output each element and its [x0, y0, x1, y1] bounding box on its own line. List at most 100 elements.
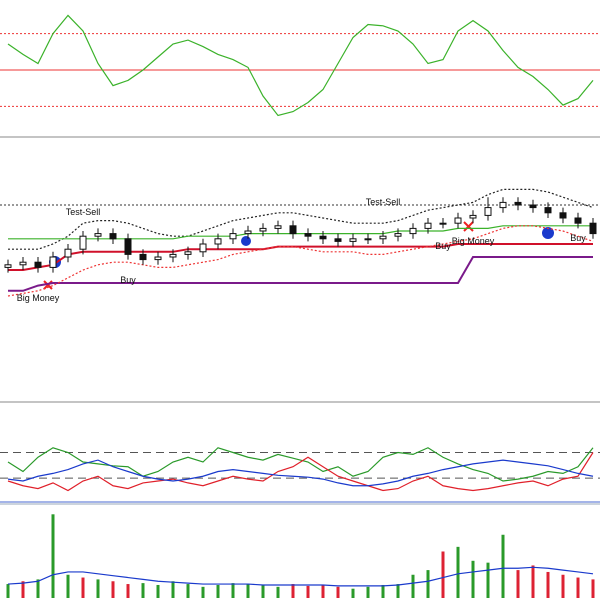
volume-bar: [366, 586, 370, 598]
volume-bar: [501, 534, 505, 598]
volume-bar: [96, 579, 100, 598]
volume-bar: [201, 586, 205, 598]
volume-bar: [321, 584, 325, 598]
candle-body: [229, 233, 237, 240]
candle-body: [19, 261, 27, 266]
series-line: [7, 225, 594, 297]
candle-body: [514, 201, 522, 206]
candle-body: [409, 227, 417, 235]
volume-bar: [351, 588, 355, 598]
candle-body: [184, 251, 192, 255]
volume-bar: [36, 579, 40, 598]
volume-bar: [381, 584, 385, 598]
series-line: [7, 566, 594, 587]
volume-bar: [471, 560, 475, 598]
volume-bar: [441, 551, 445, 598]
candle-body: [394, 233, 402, 237]
volume-bar: [546, 571, 550, 598]
annotation: Buy: [435, 241, 451, 251]
series-line: [8, 225, 593, 240]
volume-bar: [396, 584, 400, 598]
series-line: [8, 256, 593, 292]
volume-bar: [231, 583, 235, 598]
cross-icon: [43, 280, 53, 290]
candle-body: [199, 243, 207, 253]
signal-icon: [241, 236, 251, 246]
annotation: Buy: [570, 233, 586, 243]
volume-bar: [261, 584, 265, 598]
candle-body: [334, 238, 342, 242]
volume-bar: [126, 584, 130, 598]
volume-bar: [81, 577, 85, 598]
candle-body: [4, 264, 12, 268]
candle-body: [274, 225, 282, 229]
volume-bar: [531, 565, 535, 598]
candle-body: [469, 214, 477, 219]
candle-body: [544, 207, 552, 214]
candle-body: [499, 201, 507, 209]
series-line: [8, 243, 593, 271]
candle-body: [454, 217, 462, 224]
candle-body: [364, 238, 372, 241]
candle-body: [529, 204, 537, 209]
cross-icon: [463, 221, 474, 232]
annotation: Test-Sell: [366, 197, 401, 207]
series-line: [7, 459, 594, 487]
candle-body: [139, 253, 147, 261]
candle-body: [124, 238, 132, 255]
volume-bar: [111, 581, 115, 598]
volume-bar: [51, 514, 55, 598]
volume-bar: [576, 577, 580, 598]
candle-body: [169, 253, 177, 258]
candle-body: [589, 222, 597, 235]
volume-bar: [141, 583, 145, 598]
volume-bar: [291, 584, 295, 598]
candle-body: [109, 233, 117, 240]
volume-bar: [516, 570, 520, 598]
signal-icon: [542, 227, 554, 239]
candle-body: [574, 217, 582, 224]
series-line: [7, 447, 594, 482]
candle-body: [64, 248, 72, 258]
candle-body: [154, 256, 162, 261]
volume-bar: [21, 581, 25, 598]
series-line: [7, 452, 594, 492]
candle-body: [349, 238, 357, 242]
candle-body: [94, 233, 102, 237]
volume-bar: [336, 586, 340, 598]
volume-bar: [246, 584, 250, 598]
volume-bar: [276, 586, 280, 598]
volume-bar: [591, 579, 595, 598]
candle-body: [49, 256, 57, 268]
volume-bar: [171, 581, 175, 598]
candle-body: [319, 235, 327, 240]
volume-bar: [411, 574, 415, 598]
volume-bar: [426, 570, 430, 598]
volume-bar: [456, 546, 460, 598]
volume-bar: [186, 584, 190, 598]
volume-bar: [216, 584, 220, 598]
volume-bar: [306, 585, 310, 598]
candle-body: [79, 235, 87, 250]
candle-body: [244, 230, 252, 235]
volume-bar: [156, 584, 160, 598]
annotation: Big Money: [17, 293, 60, 303]
candle-body: [484, 207, 492, 216]
candle-body: [379, 235, 387, 240]
series-line: [8, 188, 594, 250]
candle-body: [34, 261, 42, 268]
candle-body: [424, 222, 432, 229]
annotation: Test-Sell: [66, 207, 101, 217]
volume-bar: [561, 574, 565, 598]
candle-body: [304, 233, 312, 237]
candle-body: [289, 225, 297, 235]
annotation: Buy: [120, 275, 136, 285]
annotation: Big Money: [452, 236, 495, 246]
candle-body: [559, 212, 567, 219]
series-line: [7, 14, 594, 117]
candle-body: [259, 227, 267, 232]
volume-bar: [6, 584, 10, 598]
volume-bar: [486, 562, 490, 598]
volume-bar: [66, 574, 70, 598]
